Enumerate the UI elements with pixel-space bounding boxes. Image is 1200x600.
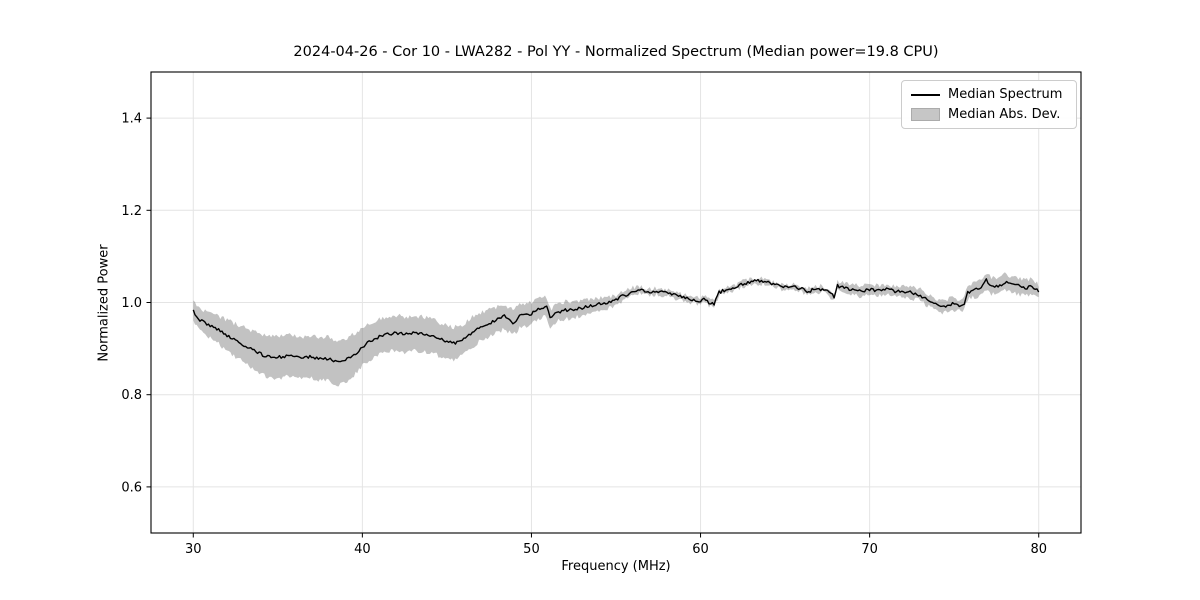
median-spectrum-line	[192, 278, 1040, 363]
median-spectrum-line-swatch	[911, 93, 940, 96]
x-tick-label: 50	[523, 542, 540, 557]
x-tick-label: 30	[185, 542, 202, 557]
y-axis-label: Normalized Power	[96, 244, 112, 362]
y-tick-label: 1.0	[121, 296, 142, 311]
legend-item-median-spectrum: Median Spectrum	[911, 87, 1067, 102]
x-axis-label: Frequency (MHz)	[561, 559, 671, 574]
x-tick-label: 40	[354, 542, 371, 557]
chart-title: 2024-04-26 - Cor 10 - LWA282 - Pol YY - …	[293, 44, 939, 60]
legend-label: Median Abs. Dev.	[948, 107, 1061, 122]
x-tick-label: 70	[861, 542, 878, 557]
x-tick-label: 60	[692, 542, 709, 557]
legend: Median Spectrum Median Abs. Dev.	[901, 80, 1077, 129]
y-tick-label: 0.8	[121, 388, 142, 403]
median-abs-dev-band	[193, 272, 1039, 387]
y-tick-label: 1.2	[121, 204, 142, 219]
x-tick-label: 80	[1030, 542, 1047, 557]
median-abs-dev-patch-swatch	[911, 108, 940, 121]
legend-item-median-abs-dev: Median Abs. Dev.	[911, 107, 1067, 122]
y-tick-label: 0.6	[121, 480, 142, 495]
y-tick-label: 1.4	[121, 112, 142, 127]
legend-label: Median Spectrum	[948, 87, 1063, 102]
